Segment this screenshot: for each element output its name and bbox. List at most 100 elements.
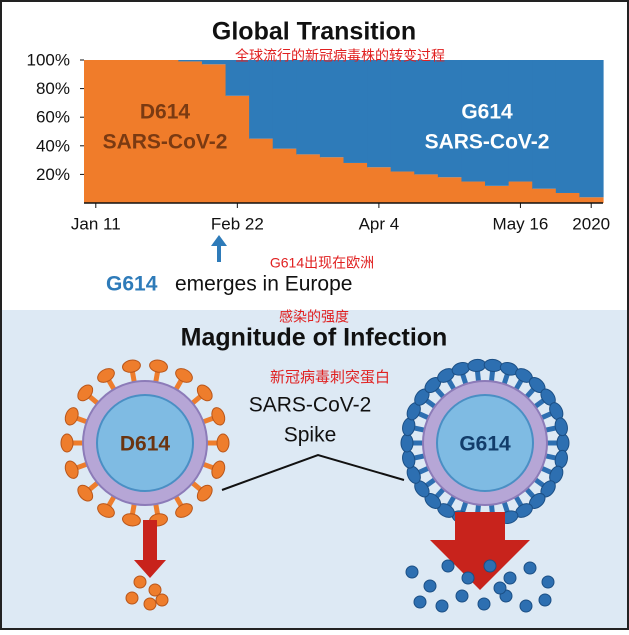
particle	[405, 565, 419, 579]
red-arrow	[134, 520, 166, 578]
bar-segment	[296, 154, 321, 203]
annotation: 新冠病毒刺突蛋白	[270, 369, 390, 386]
spike-head	[175, 368, 193, 383]
spike-head	[77, 384, 94, 402]
bar-segment	[178, 61, 203, 204]
particle	[435, 599, 449, 613]
viruses: D614 G614	[60, 358, 570, 613]
bar-segment	[390, 171, 415, 203]
virus-label: D614	[120, 433, 171, 456]
bar-segment	[319, 157, 345, 203]
particle	[519, 599, 533, 613]
bar-segment	[461, 60, 486, 182]
emergence-text: emerges in Europe	[175, 273, 352, 296]
x-tick-label: Jan 11	[71, 214, 121, 233]
spike-head	[196, 384, 213, 402]
bar-segment	[249, 138, 274, 203]
bar-segment	[532, 188, 557, 203]
particle	[155, 593, 169, 607]
bar-segment	[343, 162, 368, 203]
annotation: 感染的强度	[279, 309, 349, 325]
bar-segment	[178, 60, 203, 62]
x-tick-label: 2020	[572, 214, 610, 233]
bar-segment	[225, 60, 250, 96]
bar-segment	[343, 60, 368, 163]
bar-segment	[437, 60, 463, 178]
bar-segment	[84, 60, 109, 203]
particle	[125, 591, 139, 605]
spike-head	[77, 484, 94, 502]
spike-head	[122, 513, 141, 527]
spike-head	[211, 460, 226, 479]
particle	[133, 575, 147, 589]
arrow	[211, 235, 227, 262]
spike-head	[175, 503, 193, 518]
spike-label: SARS-CoV-2	[249, 394, 372, 417]
bar-segment	[131, 60, 156, 203]
bar-segment	[225, 95, 250, 203]
plot: 20% 40% 60% 80% 100% Jan 11 Feb 22 Apr 4 May 16 2…	[27, 50, 611, 233]
x-tick-label: Feb 22	[211, 214, 264, 233]
y-tick-label: 40%	[36, 136, 70, 155]
bar-segment	[319, 60, 345, 158]
spike-head	[216, 433, 230, 453]
bar-segment	[296, 60, 321, 155]
particle	[461, 571, 475, 585]
particle	[423, 579, 437, 593]
bar-segment	[437, 177, 463, 203]
bar-segment	[532, 60, 557, 189]
spike-head	[211, 407, 226, 426]
pointer-line	[221, 453, 405, 491]
y-tick-label: 20%	[36, 165, 70, 184]
bar-segment	[461, 181, 486, 203]
area-label: SARS-CoV-2	[103, 131, 228, 154]
particle	[523, 561, 537, 575]
spike-head	[97, 368, 115, 383]
bar-segment	[367, 60, 392, 168]
spike-head	[556, 433, 570, 453]
bar-segment	[272, 148, 297, 203]
y-tick-label: 60%	[36, 108, 70, 127]
core	[96, 394, 194, 492]
bar-segment	[485, 60, 510, 186]
bar-segment	[579, 60, 604, 198]
strain-label: G614	[106, 273, 158, 296]
spike-head	[97, 503, 115, 518]
particle	[413, 595, 427, 609]
spike-head	[64, 407, 79, 426]
x-tick-label: May 16	[493, 214, 549, 233]
x-tick-label: Apr 4	[359, 214, 400, 233]
spike-head	[149, 359, 168, 373]
bar-segment	[249, 60, 274, 139]
bar-segment	[154, 60, 179, 203]
area-label: SARS-CoV-2	[425, 131, 550, 154]
spike-head	[122, 359, 141, 373]
spike-label: Spike	[284, 424, 337, 447]
virus-label: G614	[459, 433, 511, 456]
spike-head	[400, 433, 414, 453]
bar-segment	[485, 185, 510, 203]
spike-head	[60, 433, 74, 453]
bar-segment	[555, 60, 581, 193]
particle	[455, 589, 469, 603]
bar-segment	[555, 192, 581, 203]
annotation: G614出现在欧洲	[270, 255, 374, 271]
bar-segment	[272, 60, 297, 149]
chart-title: Global Transition	[212, 18, 416, 46]
section-title: Magnitude of Infection	[181, 324, 448, 352]
bar-segment	[414, 60, 439, 175]
particle	[483, 559, 497, 573]
spike-head	[196, 484, 213, 502]
particle	[503, 571, 517, 585]
particle	[493, 581, 507, 595]
particle	[541, 575, 555, 589]
bar-segment	[508, 181, 533, 203]
spike-head	[64, 460, 79, 479]
spike-head	[554, 417, 568, 437]
y-tick-label: 100%	[27, 50, 70, 69]
particle	[441, 559, 455, 573]
y-tick-label: 80%	[36, 79, 70, 98]
core	[436, 394, 534, 492]
particle	[477, 597, 491, 611]
